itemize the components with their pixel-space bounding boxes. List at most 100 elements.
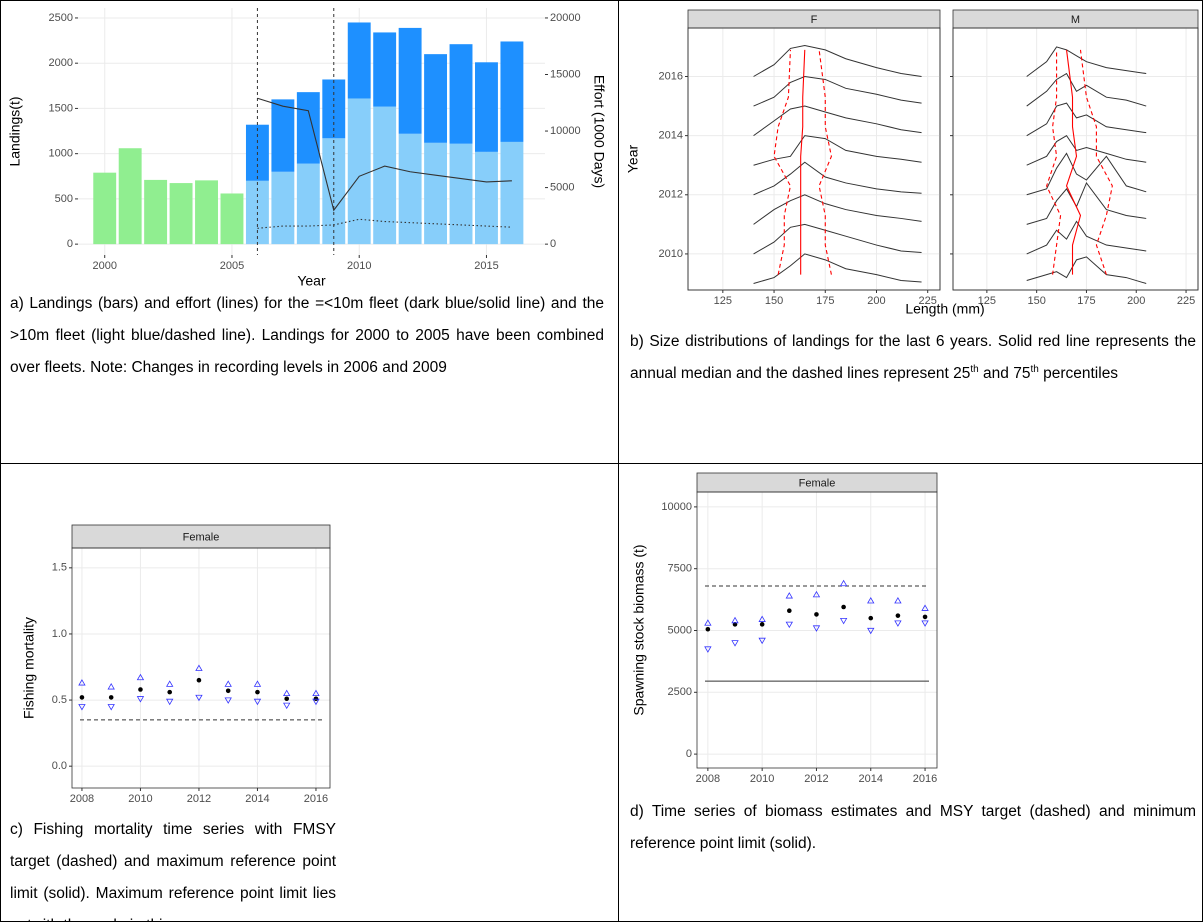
y-tick-label: 0.0	[52, 760, 67, 772]
density-curve	[1026, 134, 1147, 166]
interval-bound	[136, 696, 145, 703]
y-tick-label: 2010	[659, 248, 683, 260]
interval-bound	[195, 694, 203, 702]
table-border	[0, 0, 1203, 1]
bar	[398, 27, 422, 134]
bar	[347, 22, 371, 99]
interval-bound	[224, 680, 232, 687]
bar	[118, 148, 142, 245]
interval-bound	[704, 646, 712, 653]
x-tick-label: 125	[978, 295, 996, 307]
bar	[93, 172, 117, 245]
y-tick-label: 2000	[49, 57, 73, 69]
y-tick-label: 2016	[659, 70, 683, 82]
bar	[373, 32, 397, 107]
interval-bound	[312, 689, 320, 697]
panel	[72, 548, 330, 788]
x-tick-label: 2016	[304, 793, 328, 803]
x-tick-label: 2008	[696, 773, 720, 785]
panel-border	[696, 491, 938, 769]
y-tick-label: 2012	[659, 189, 683, 201]
x-tick-label: 2014	[245, 793, 269, 803]
interval-bound	[867, 627, 875, 635]
bar	[449, 44, 473, 144]
y-tick-label: 500	[55, 193, 73, 205]
x-axis-title: Year	[297, 273, 326, 287]
interval-bound	[704, 619, 712, 626]
y-tick-label: 1000	[49, 148, 73, 160]
y-tick-label: 0	[67, 238, 73, 250]
chart: 0 2500 5000 7500 10000 2008 2010 2012 2014 2016 Fe…	[631, 472, 938, 785]
point-estimate	[138, 687, 143, 692]
y-tick-label: 2500	[49, 12, 73, 24]
bar	[398, 133, 422, 245]
y-tick-label: 2500	[668, 686, 692, 698]
caption: d) Time series of biomass estimates and …	[630, 803, 1196, 852]
x-tick-label: 2000	[92, 260, 116, 272]
bar	[449, 143, 473, 245]
x-tick-label: 150	[765, 295, 783, 307]
point-estimate	[868, 615, 874, 621]
percentile-line	[1079, 49, 1113, 275]
percentile-line	[1046, 49, 1062, 275]
interval-bound	[731, 616, 739, 624]
bar	[296, 163, 320, 245]
point-estimate	[225, 688, 231, 694]
x-axis-title: Length (mm)	[905, 301, 984, 317]
percentile-line	[800, 49, 806, 275]
x-tick-label: 225	[919, 295, 937, 307]
density-curve	[1026, 72, 1147, 107]
interval-bound	[731, 640, 739, 647]
x-tick-label: 175	[816, 295, 834, 307]
x-tick-label: 2008	[70, 793, 94, 803]
x-tick-label: 2015	[474, 260, 498, 272]
interval-bound	[283, 702, 291, 710]
y-axis-title: Year	[625, 145, 641, 174]
y2-tick-label: 5000	[550, 182, 574, 194]
caption-text: and 75	[978, 365, 1031, 382]
x-tick-label: 2012	[187, 793, 211, 803]
interval-bound	[224, 697, 232, 704]
point-estimate	[167, 689, 173, 695]
x-tick-label: 2010	[347, 260, 371, 272]
facet-label: Female	[799, 477, 836, 489]
interval-bound	[894, 620, 902, 627]
chart: 2010 2012 2014 2016 125 150 175 200 225 F 125 150 17…	[625, 9, 1199, 317]
interval-bound	[839, 618, 848, 625]
density-curve	[753, 135, 922, 166]
x-tick-label: 2010	[128, 793, 152, 803]
caption: a) Landings (bars) and effort (lines) fo…	[10, 295, 604, 376]
interval-bound	[283, 689, 291, 697]
interval-bound	[812, 590, 821, 598]
density-curve	[753, 161, 922, 196]
bar	[373, 106, 397, 245]
y2-axis-title: Effort (1000 Days)	[591, 75, 607, 188]
point-estimate	[759, 622, 765, 627]
x-tick-label: 175	[1077, 295, 1095, 307]
y2-tick-label: 10000	[550, 125, 581, 137]
interval-bound	[195, 664, 203, 671]
density-curve	[753, 105, 922, 137]
point-estimate	[313, 696, 319, 702]
bar	[424, 142, 448, 245]
bar	[271, 171, 295, 245]
density-curve	[753, 75, 922, 107]
density-curve	[753, 194, 922, 225]
interval-bound	[894, 597, 902, 604]
bar	[475, 151, 498, 245]
point-estimate	[284, 696, 290, 702]
bar	[475, 62, 498, 152]
effort-line	[257, 97, 512, 212]
point-estimate	[841, 604, 846, 610]
x-tick-label: 200	[867, 295, 885, 307]
bar	[195, 180, 218, 245]
y-tick-label: 5000	[668, 624, 692, 636]
point-estimate	[787, 608, 792, 614]
bar	[424, 54, 448, 143]
y-tick-label: 1.5	[52, 562, 67, 574]
point-estimate	[79, 695, 85, 700]
interval-bound	[78, 679, 86, 686]
interval-bound	[253, 698, 262, 706]
point-estimate	[895, 613, 901, 618]
